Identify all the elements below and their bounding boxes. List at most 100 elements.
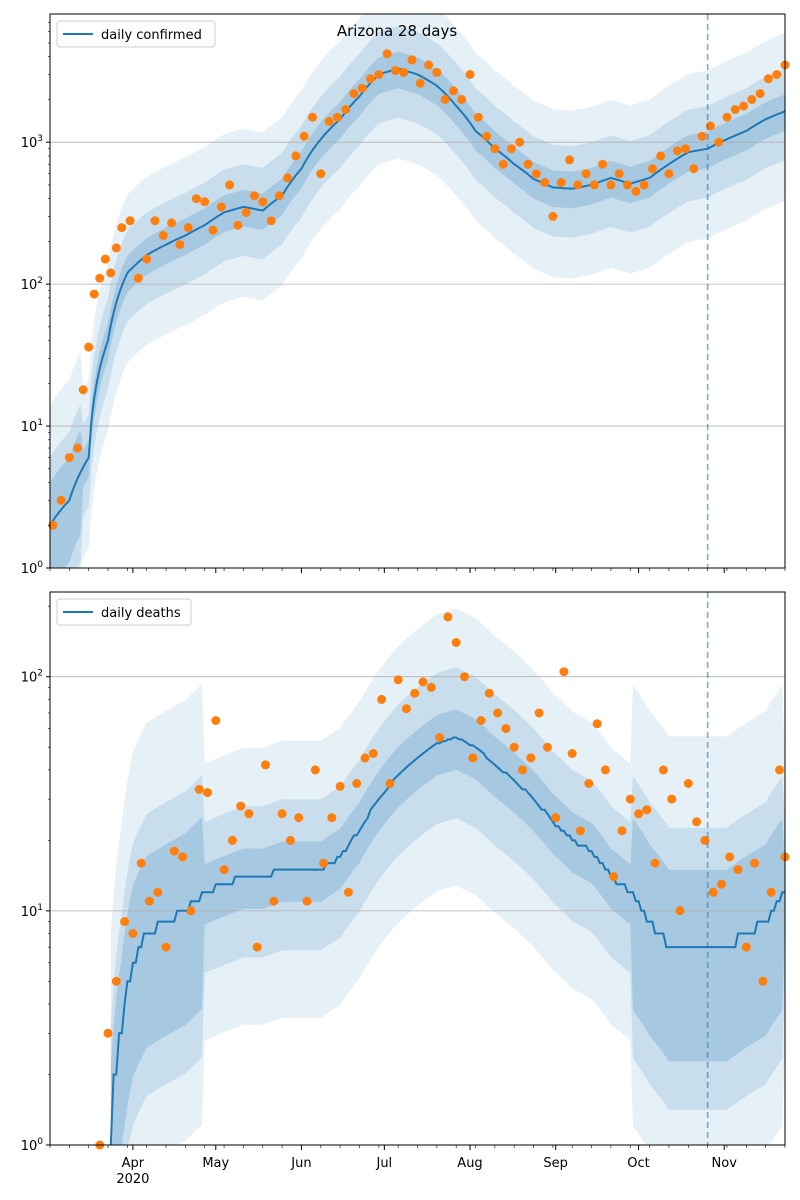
deaths-observation-point	[609, 872, 619, 882]
deaths-observation-point	[600, 765, 610, 775]
deaths-observation-point	[733, 865, 743, 875]
confirmed-observation-point	[523, 159, 533, 169]
deaths-observation-point	[460, 672, 469, 682]
deaths-observation-point	[559, 667, 569, 677]
confirmed-observation-point	[250, 191, 259, 201]
deaths-observation-point	[576, 826, 585, 836]
deaths-x-tick-label: Jun	[290, 1156, 311, 1171]
deaths-observation-point	[484, 688, 494, 698]
confirmed-observation-point	[56, 495, 66, 505]
confirmed-observation-point	[299, 131, 309, 141]
confirmed-observation-point	[191, 194, 201, 204]
confirmed-observation-point	[540, 178, 550, 187]
confirmed-observation-point	[274, 191, 284, 201]
confirmed-observation-point	[158, 231, 168, 240]
deaths-observation-point	[211, 716, 221, 725]
deaths-observation-point	[750, 858, 760, 868]
deaths-observation-point	[658, 765, 668, 775]
confirmed-observation-point	[573, 180, 583, 190]
confirmed-observation-point	[747, 95, 757, 104]
deaths-observation-point	[153, 887, 163, 897]
deaths-x-tick-label: Sep	[543, 1156, 568, 1171]
deaths-observation-point	[236, 801, 246, 811]
deaths-observation-point	[377, 694, 387, 704]
deaths-observation-point	[261, 760, 270, 770]
confirmed-gridlines	[50, 141, 785, 427]
confirmed-observation-point	[382, 49, 392, 59]
deaths-observation-point	[518, 765, 527, 775]
deaths-observation-point	[178, 852, 188, 862]
confirmed-observation-point	[515, 137, 525, 147]
deaths-observation-point	[667, 794, 677, 804]
confirmed-legend: daily confirmed	[56, 20, 216, 48]
confirmed-observation-point	[722, 112, 732, 122]
confirmed-observation-point	[357, 83, 367, 93]
deaths-observation-point	[277, 809, 287, 819]
confirmed-observation-point	[332, 112, 342, 122]
deaths-observation-point	[493, 708, 503, 718]
confirmed-observation-point	[117, 223, 127, 233]
confirmed-observation-point	[565, 155, 574, 165]
confirmed-observation-point	[681, 144, 690, 154]
confirmed-observation-point	[606, 180, 616, 190]
deaths-observation-point	[401, 704, 411, 714]
confirmed-observation-point	[125, 216, 135, 226]
confirmed-observation-point	[639, 180, 649, 190]
confirmed-observation-point	[399, 67, 409, 77]
confirmed-legend-box	[56, 20, 216, 48]
confirmed-observation-point	[48, 520, 58, 530]
deaths-band-2	[110, 667, 786, 1145]
confirmed-observation-point	[730, 105, 740, 114]
confirmed-legend-label: daily confirmed	[101, 28, 202, 43]
deaths-observation-point	[443, 612, 453, 622]
confirmed-observation-point	[763, 74, 773, 84]
confirmed-observation-point	[598, 159, 608, 169]
confirmed-observation-point	[175, 240, 185, 250]
deaths-observation-point	[766, 887, 776, 897]
deaths-legend-label: daily deaths	[101, 606, 181, 621]
deaths-observation-point	[551, 813, 561, 823]
deaths-legend: daily deaths	[56, 598, 192, 626]
deaths-observation-point	[343, 887, 353, 897]
confirmed-y-tick-label: 103	[21, 134, 43, 151]
deaths-observation-point	[244, 809, 254, 819]
confirmed-observation-point	[308, 112, 317, 122]
confirmed-observation-point	[656, 151, 666, 161]
deaths-observation-point	[186, 906, 196, 916]
confirmed-uncertainty-bands	[50, 14, 785, 569]
deaths-observation-point	[426, 682, 436, 692]
confirmed-observation-point	[89, 289, 99, 299]
deaths-observation-point	[567, 749, 577, 758]
deaths-observation-point	[683, 779, 693, 788]
figure-title: Arizona 28 days	[337, 22, 458, 40]
confirmed-observation-point	[95, 273, 105, 283]
deaths-observation-point	[360, 753, 370, 763]
confirmed-observations	[48, 49, 790, 530]
confirmed-median-line	[49, 67, 786, 526]
confirmed-observation-point	[506, 144, 516, 154]
deaths-x-tick-label: Jul	[375, 1156, 392, 1171]
deaths-observation-point	[393, 675, 403, 685]
confirmed-observation-point	[366, 74, 375, 84]
confirmed-observation-point	[183, 223, 193, 233]
deaths-band-3	[110, 709, 786, 1145]
confirmed-observation-point	[407, 55, 417, 65]
deaths-x-tick-label: 2020	[116, 1172, 149, 1187]
deaths-observations	[95, 612, 790, 1150]
confirmed-observation-point	[324, 116, 334, 126]
deaths-observation-point	[468, 753, 478, 763]
confirmed-observation-point	[714, 137, 724, 147]
deaths-observation-point	[410, 688, 420, 698]
confirmed-observation-point	[457, 95, 467, 104]
confirmed-observation-point	[64, 453, 74, 463]
deaths-observation-point	[145, 896, 154, 906]
confirmed-observation-point	[424, 60, 434, 70]
confirmed-observation-point	[548, 211, 558, 221]
confirmed-observation-point	[482, 131, 492, 141]
confirmed-observation-point	[531, 169, 541, 179]
deaths-observation-point	[526, 753, 536, 763]
deaths-uncertainty-bands	[110, 608, 786, 1145]
deaths-observation-point	[451, 638, 461, 647]
